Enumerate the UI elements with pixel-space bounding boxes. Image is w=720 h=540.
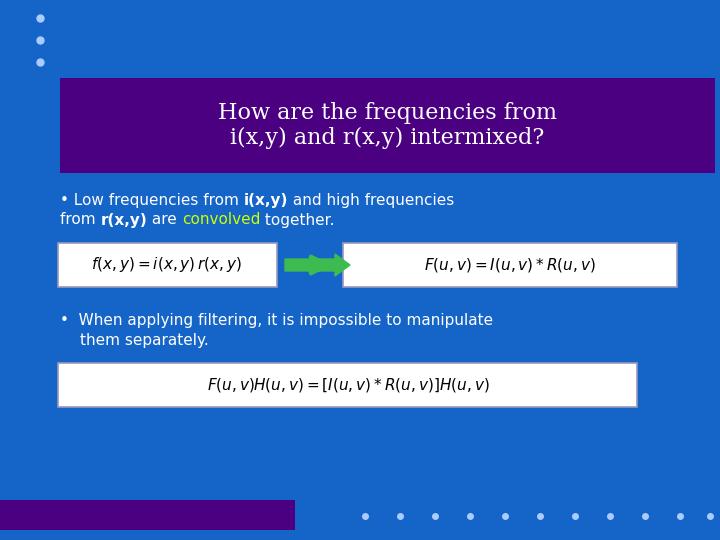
FancyBboxPatch shape [60, 78, 715, 173]
Text: $F(u, v) = I(u, v) * R(u, v)$: $F(u, v) = I(u, v) * R(u, v)$ [424, 256, 596, 274]
Text: i(x,y): i(x,y) [244, 192, 288, 207]
FancyArrow shape [285, 254, 350, 276]
FancyBboxPatch shape [343, 243, 677, 287]
Text: and high frequencies: and high frequencies [288, 192, 454, 207]
Text: $F(u, v)H(u, v) = [I(u, v) * R(u, v)]H(u, v)$: $F(u, v)H(u, v) = [I(u, v) * R(u, v)]H(u… [207, 376, 490, 394]
FancyBboxPatch shape [0, 500, 295, 530]
FancyBboxPatch shape [58, 243, 277, 287]
Text: $f(x, y) = i(x, y)\, r(x, y)$: $f(x, y) = i(x, y)\, r(x, y)$ [91, 255, 243, 274]
Text: •  When applying filtering, it is impossible to manipulate: • When applying filtering, it is impossi… [60, 313, 493, 327]
Text: r(x,y): r(x,y) [101, 213, 148, 227]
Text: convolved: convolved [182, 213, 260, 227]
FancyBboxPatch shape [58, 363, 637, 407]
Text: How are the frequencies from
i(x,y) and r(x,y) intermixed?: How are the frequencies from i(x,y) and … [218, 102, 557, 149]
Text: • Low frequencies from: • Low frequencies from [60, 192, 244, 207]
Text: are: are [148, 213, 182, 227]
Text: them separately.: them separately. [80, 333, 209, 348]
Text: together.: together. [260, 213, 335, 227]
Text: from: from [60, 213, 101, 227]
